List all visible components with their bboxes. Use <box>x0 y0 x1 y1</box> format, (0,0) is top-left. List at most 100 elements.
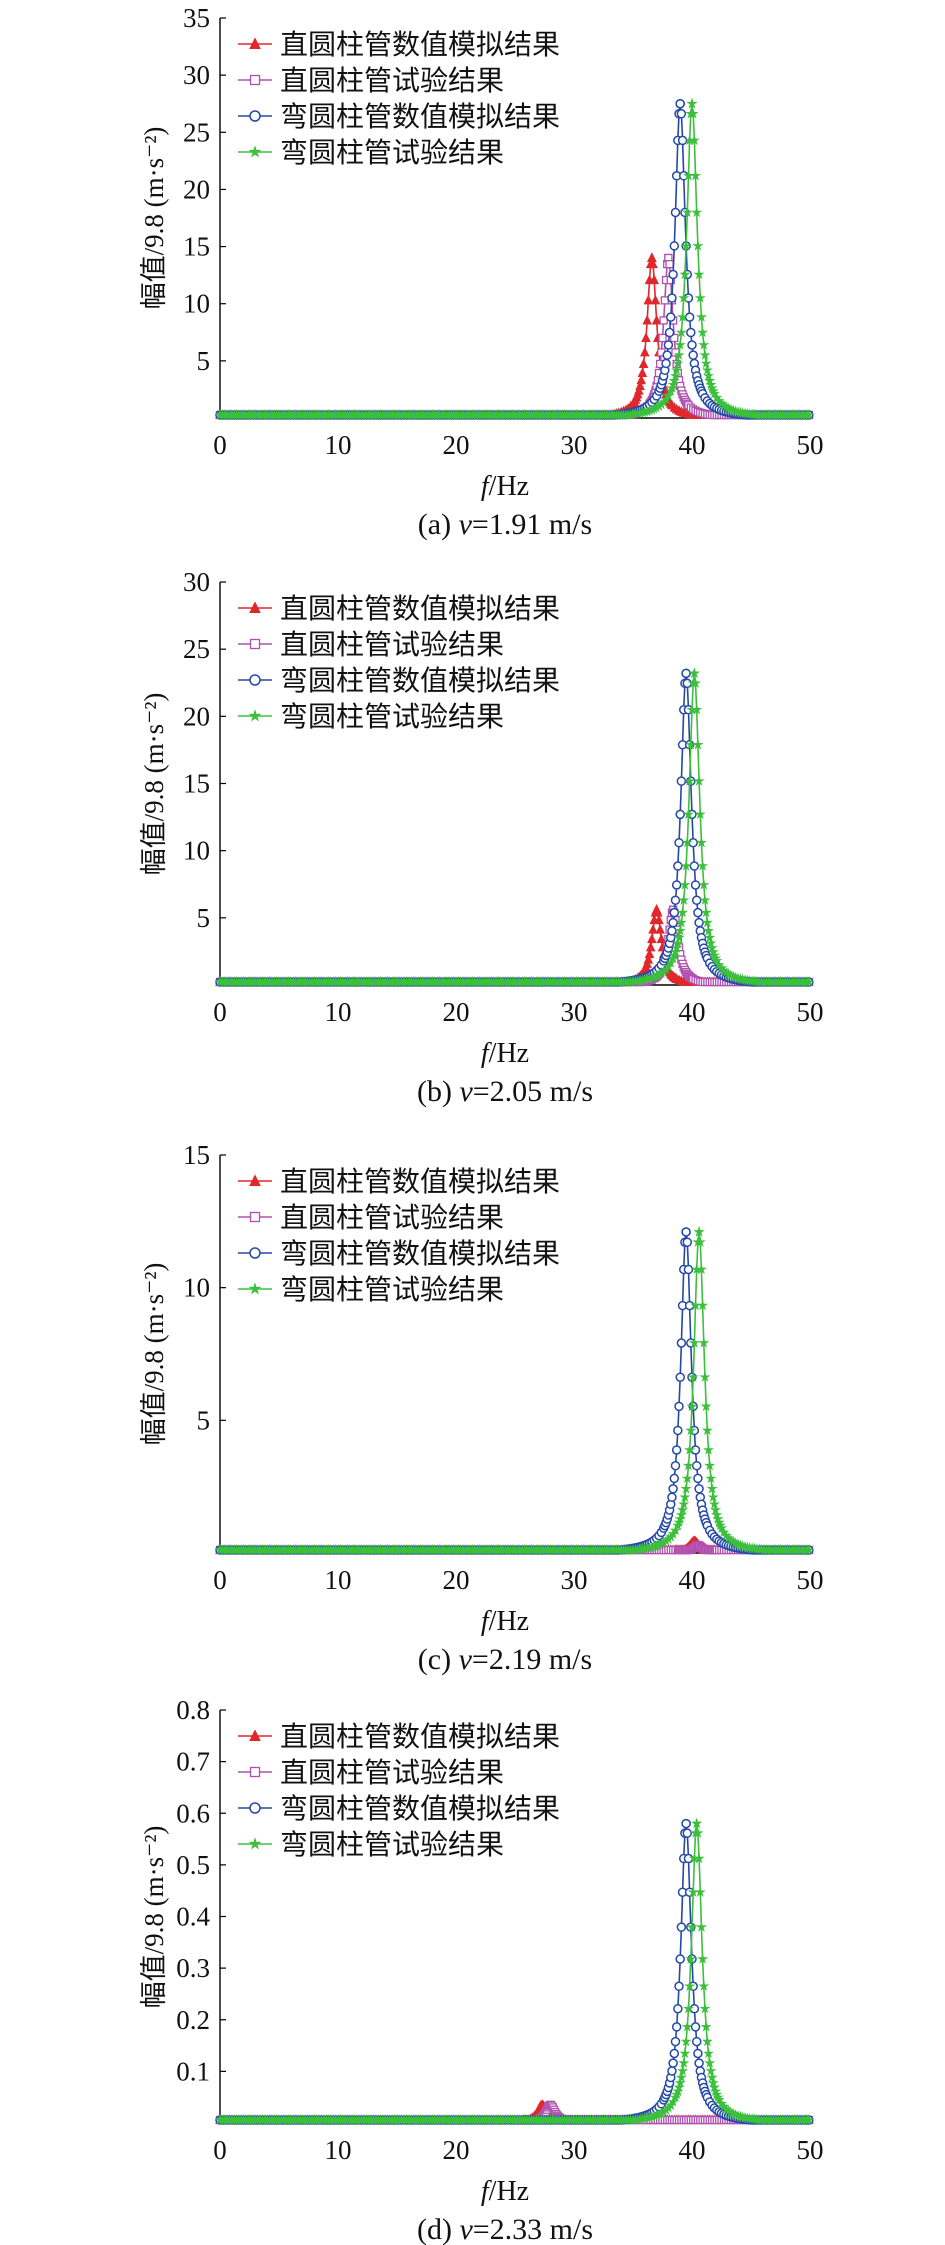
data-point <box>693 907 703 918</box>
data-point <box>664 327 675 338</box>
data-point <box>803 409 815 420</box>
data-point <box>680 860 692 871</box>
series-line <box>220 257 810 418</box>
y-tick-label: 30 <box>183 567 210 597</box>
x-tick-label: 40 <box>679 2135 706 2165</box>
data-point <box>690 170 702 181</box>
y-axis-label: 幅值/9.8 (m·s⁻²) <box>139 127 169 310</box>
data-point <box>651 314 662 325</box>
panel-caption: (d) v=2.33 m/s <box>417 2213 593 2245</box>
data-point <box>670 207 681 218</box>
data-point <box>684 312 695 322</box>
data-point <box>672 357 684 369</box>
data-point <box>656 933 667 944</box>
caption-rest: =1.91 m/s <box>472 508 592 541</box>
data-point <box>694 1484 704 1494</box>
x-tick-label: 0 <box>213 430 227 460</box>
data-point <box>693 2048 703 2059</box>
data-point <box>655 924 665 934</box>
data-point <box>648 924 658 934</box>
legend-marker <box>248 709 262 722</box>
data-point <box>711 955 723 966</box>
panel-caption: (a) v=1.91 m/s <box>418 508 592 541</box>
legend-label: 弯圆柱管数值模拟结果 <box>280 1793 560 1825</box>
data-point <box>694 292 706 303</box>
legend-marker <box>249 1802 261 1814</box>
series-line <box>220 1823 810 2123</box>
x-tick-label: 0 <box>213 2135 227 2165</box>
y-tick-label: 0.5 <box>176 1850 210 1880</box>
caption-prefix: (d) <box>417 2213 459 2245</box>
data-point <box>695 311 707 322</box>
series-4 <box>214 1817 815 2125</box>
data-point <box>681 1818 691 1829</box>
x-tick-label: 30 <box>561 1565 588 1595</box>
legend-label: 直圆柱管试验结果 <box>280 629 504 661</box>
data-point <box>666 312 676 322</box>
x-tick-label: 20 <box>443 430 470 460</box>
data-point <box>636 374 647 385</box>
x-axis-label: f/Hz <box>481 471 529 502</box>
data-point <box>720 401 732 412</box>
caption-var: v <box>459 1643 473 1676</box>
caption-rest: =2.19 m/s <box>472 1643 592 1676</box>
data-point <box>668 917 678 928</box>
data-point <box>663 340 674 350</box>
data-point <box>673 349 685 360</box>
legend-label: 弯圆柱管数值模拟结果 <box>280 665 560 697</box>
data-point <box>682 1237 693 1247</box>
data-point <box>677 135 688 146</box>
data-point <box>682 1828 693 1838</box>
data-point <box>693 775 705 786</box>
data-point <box>684 1300 695 1311</box>
x-tick-label: 10 <box>325 2135 352 2165</box>
data-point <box>635 380 645 390</box>
data-point <box>670 333 679 343</box>
y-tick-label: 30 <box>183 60 210 90</box>
x-axis-label-unit: /Hz <box>489 1038 529 1069</box>
data-point <box>671 2022 682 2032</box>
data-point <box>691 1460 702 1471</box>
legend-marker <box>249 674 261 686</box>
data-point <box>645 941 656 952</box>
data-point <box>674 339 686 350</box>
data-point <box>675 916 687 928</box>
data-point <box>698 339 710 350</box>
data-point <box>675 1372 685 1382</box>
data-point <box>675 1954 685 1964</box>
caption-prefix: (b) <box>417 1075 459 1108</box>
data-point <box>688 837 698 848</box>
data-point <box>697 326 709 338</box>
data-point <box>699 894 711 905</box>
legend-marker <box>249 74 261 86</box>
data-point <box>676 109 687 119</box>
x-axis-label: f/Hz <box>481 1038 529 1069</box>
legend-label: 弯圆柱管试验结果 <box>280 1829 504 1861</box>
legend-label: 弯圆柱管试验结果 <box>280 1274 504 1306</box>
y-tick-label: 15 <box>183 232 210 262</box>
data-point <box>673 2003 683 2014</box>
y-tick-label: 0.2 <box>176 2005 210 2035</box>
data-point <box>673 861 683 871</box>
data-point <box>703 370 715 381</box>
data-point <box>670 895 681 906</box>
data-point <box>676 776 687 786</box>
y-tick-label: 0.4 <box>176 1902 210 1932</box>
data-point <box>699 349 711 360</box>
data-point <box>674 837 684 848</box>
x-axis-label-var: f <box>481 1038 492 1069</box>
x-axis-label: f/Hz <box>481 1606 529 1637</box>
data-point <box>694 2058 704 2068</box>
series-line <box>220 1823 810 2123</box>
legend-marker <box>249 601 261 613</box>
panel-caption: (b) v=2.05 m/s <box>417 1075 593 1108</box>
data-point <box>675 98 685 109</box>
y-tick-label: 5 <box>197 903 211 933</box>
data-point <box>662 390 674 401</box>
data-point <box>687 108 699 119</box>
data-point <box>662 350 672 360</box>
data-point <box>668 269 678 280</box>
data-point <box>674 925 686 936</box>
